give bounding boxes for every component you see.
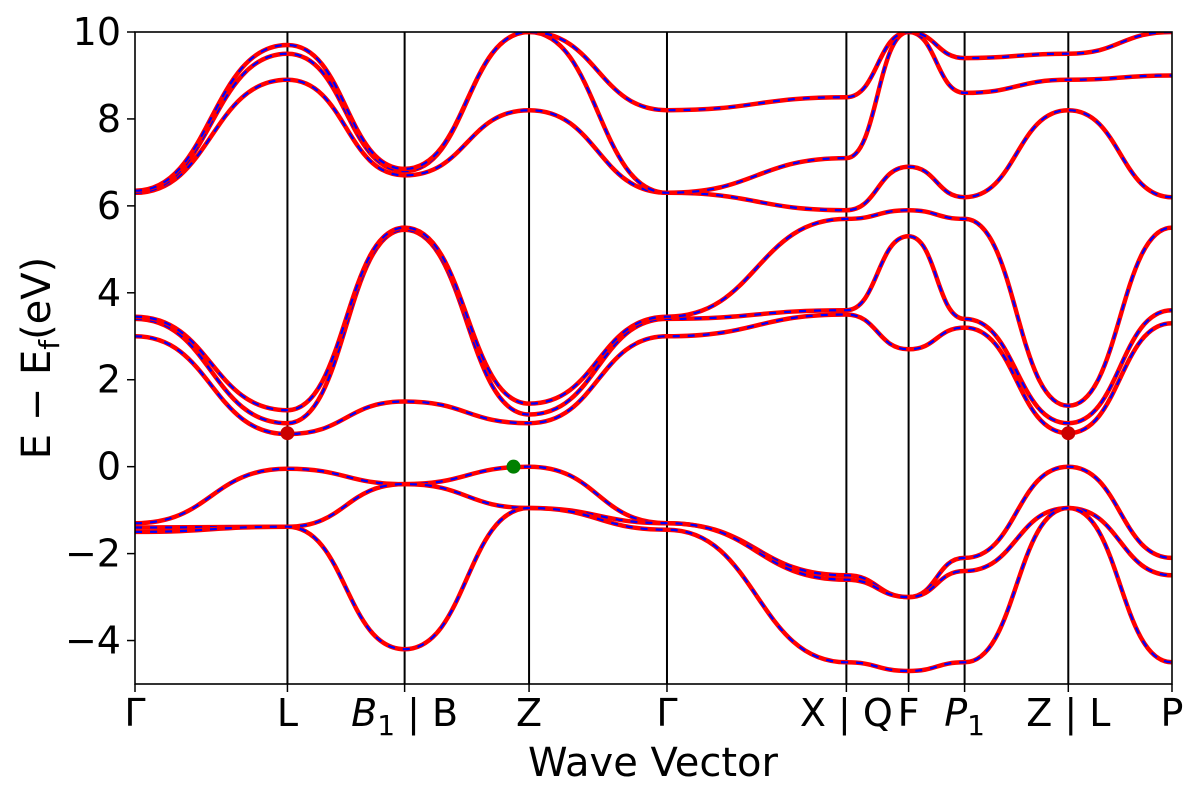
y-tick-label: 0	[97, 445, 121, 489]
band-line-dashed	[135, 465, 1172, 599]
y-tick-label: −4	[65, 619, 121, 663]
band-line-dashed	[135, 32, 1172, 192]
band-line	[135, 227, 1172, 426]
x-tick-label: P	[1161, 691, 1184, 735]
x-tick-label: P1	[944, 691, 985, 742]
conduction-band-minimum-marker	[280, 426, 295, 441]
band-line-dashed	[135, 482, 1172, 599]
band-line-dashed	[135, 313, 1172, 436]
x-tick-label: Γ	[124, 691, 145, 735]
y-tick-label: 2	[97, 358, 121, 402]
x-tick-label: Γ	[656, 691, 677, 735]
y-axis-label-unit: (eV)	[14, 257, 60, 340]
valence-band-maximum-marker	[506, 459, 521, 474]
x-tick-label: L	[277, 691, 298, 735]
y-axis-label: E − Ef(eV)	[14, 257, 66, 460]
x-axis-ticks: Γ L B1 | B Z Γ X | Q F P1 Z | L P	[124, 684, 1183, 742]
svg-text:E − Ef(eV): E − Ef(eV)	[14, 257, 66, 460]
x-axis-label: Wave Vector	[528, 740, 779, 786]
y-tick-label: 10	[73, 10, 121, 54]
y-axis-label-main: E − E	[14, 350, 60, 460]
band-line-dashed	[135, 32, 1172, 194]
y-tick-label: 4	[97, 271, 121, 315]
x-tick-label: Z	[516, 691, 542, 735]
band-line-dashed	[135, 228, 1172, 425]
band-line	[135, 505, 1172, 674]
x-tick-label: X | Q	[800, 691, 893, 736]
conduction-band-minimum-marker	[1061, 426, 1076, 441]
band-edge-markers	[280, 426, 1076, 474]
band-line	[135, 464, 1172, 600]
plot-frame	[134, 31, 1173, 685]
y-axis-label-sub: f	[33, 339, 66, 350]
band-line-dashed	[135, 209, 1172, 412]
y-tick-label: 8	[97, 97, 121, 141]
y-axis-ticks: 10 8 6 4 2 0 −2 −4	[65, 10, 135, 663]
bands	[135, 32, 1172, 674]
x-tick-label: F	[898, 691, 920, 735]
x-tick-label: Z | L	[1026, 691, 1110, 736]
y-tick-label: 6	[97, 184, 121, 228]
y-tick-label: −2	[65, 532, 121, 576]
x-tick-label: B1 | B	[351, 691, 458, 742]
kpoint-lines	[286, 32, 1070, 684]
